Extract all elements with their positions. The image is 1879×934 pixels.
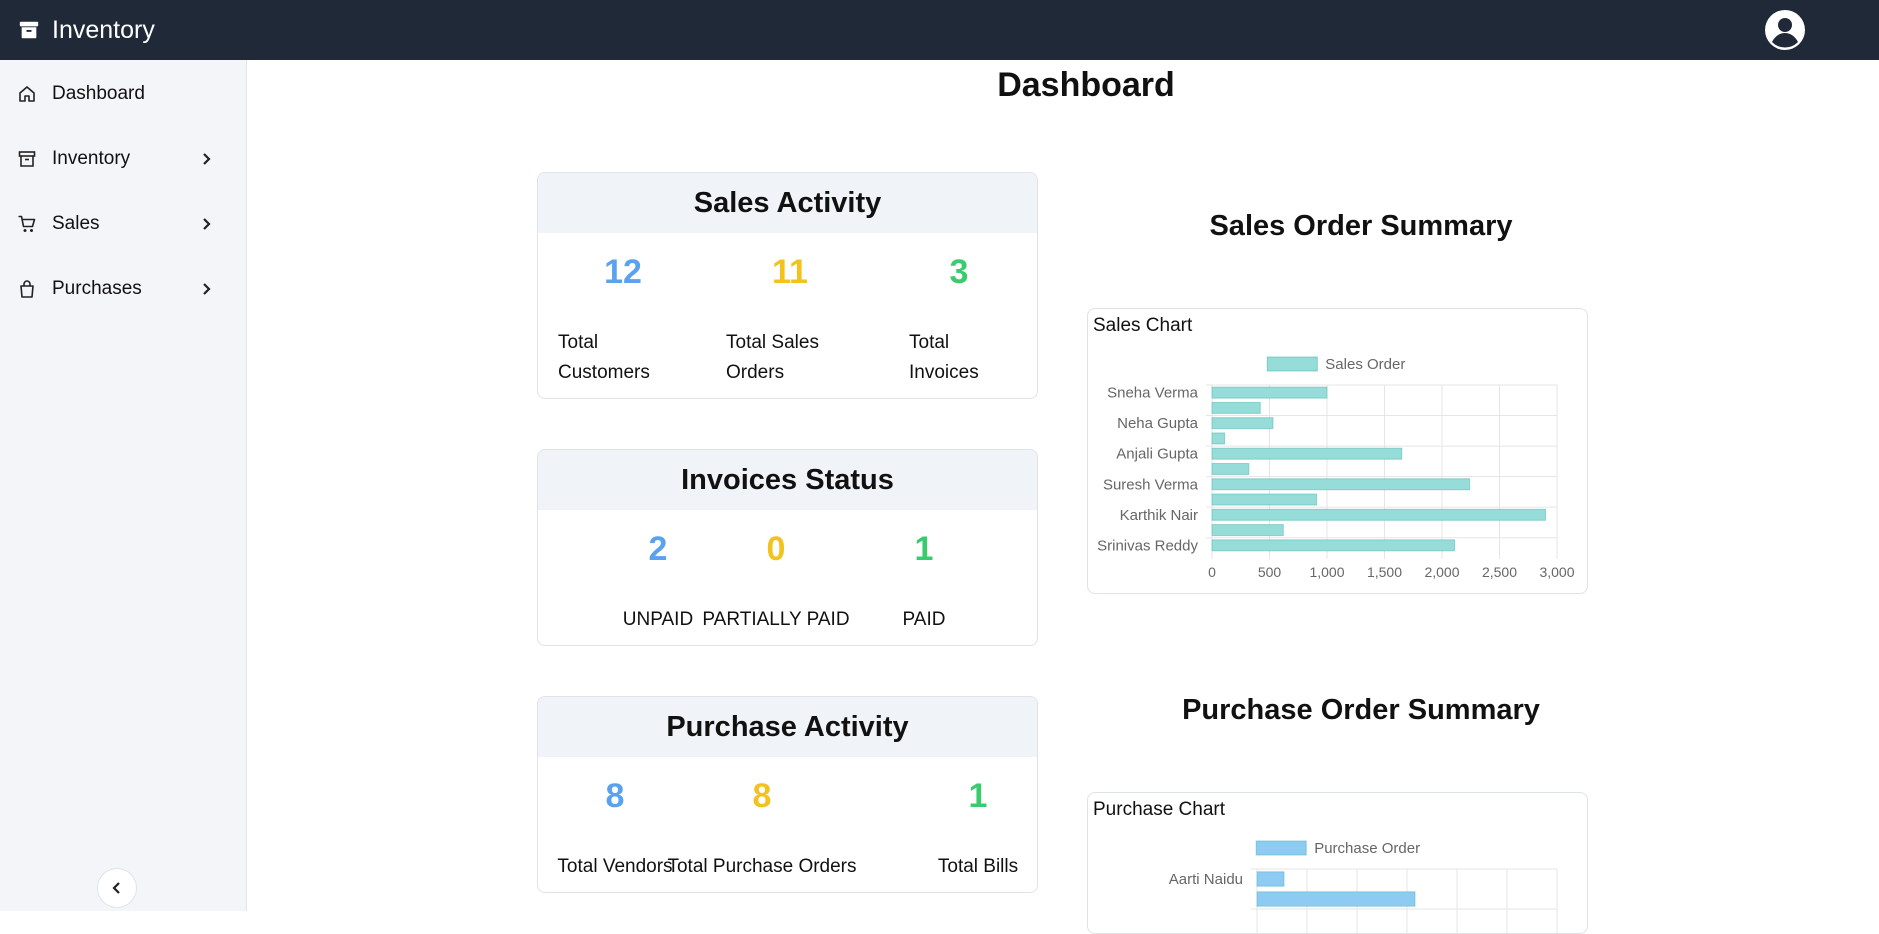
- y-tick-label: Sneha Verma: [1107, 385, 1199, 402]
- stat-value: 0: [766, 530, 786, 568]
- bar: [1211, 462, 1250, 475]
- y-tick-label: Karthik Nair: [1120, 507, 1198, 524]
- sales-chart-card: Sales Chart Sales Order 0 500 1,000 1,500 2,0…: [1087, 308, 1588, 594]
- bar: [1256, 871, 1285, 887]
- x-tick-label: 2,500: [1482, 564, 1517, 580]
- stat-value: 3: [949, 253, 969, 291]
- bag-icon: [20, 280, 34, 298]
- stat-value: 1: [914, 530, 934, 568]
- stat-label: Total Bills: [937, 856, 1019, 877]
- y-tick-label: Aarti Naidu: [1169, 871, 1243, 888]
- sidebar-item-inventory[interactable]: Inventory: [0, 134, 246, 184]
- chevron-right-icon: [203, 218, 211, 230]
- stat-total-customers: 12: [578, 253, 668, 292]
- stat-unpaid: 2: [618, 530, 698, 569]
- purchase-chart-card: Purchase Chart Purchase Order Aarti Naidu: [1087, 792, 1588, 934]
- stat-value: 8: [605, 777, 625, 815]
- stat-value: 8: [752, 777, 772, 815]
- y-tick-label: Neha Gupta: [1117, 415, 1199, 432]
- stat-label: Total Sales Orders: [726, 332, 819, 383]
- y-tick-label: Suresh Verma: [1103, 476, 1199, 493]
- sidebar-item-purchases[interactable]: Purchases: [0, 264, 246, 314]
- purchase-activity-card: Purchase Activity 8 Total Vendors 8 Tota…: [537, 696, 1038, 893]
- stat-total-invoices: 3: [914, 253, 1004, 292]
- x-tick-label: 500: [1258, 564, 1282, 580]
- bar: [1211, 493, 1318, 506]
- sales-summary-title: Sales Order Summary: [1209, 210, 1513, 242]
- x-tick-label: 0: [1208, 564, 1216, 580]
- app-title: Inventory: [52, 15, 155, 44]
- bar: [1211, 539, 1456, 552]
- top-bar: Inventory: [0, 0, 1879, 60]
- purchase-summary-title: Purchase Order Summary: [1182, 694, 1540, 726]
- legend-swatch: [1255, 840, 1307, 856]
- sidebar-item-sales[interactable]: Sales: [0, 199, 246, 249]
- legend-label: Sales Order: [1325, 356, 1405, 373]
- sidebar-item-label: Purchases: [52, 278, 142, 299]
- chevron-right-icon: [203, 153, 211, 165]
- legend-swatch: [1266, 356, 1318, 372]
- sidebar-item-label: Inventory: [52, 148, 131, 169]
- bar: [1211, 417, 1274, 430]
- sidebar-collapse-button[interactable]: [97, 868, 137, 908]
- archive-icon: [19, 21, 39, 39]
- stat-label: Total Customers: [558, 332, 650, 383]
- brand[interactable]: Inventory: [18, 0, 155, 60]
- stat-label: Total Vendors: [557, 856, 673, 877]
- user-avatar-icon[interactable]: [1764, 9, 1806, 51]
- stat-value: 2: [648, 530, 668, 568]
- page-title: Dashboard: [997, 66, 1175, 104]
- sales-activity-card: Sales Activity 12 Total Customers 11 Tot…: [537, 172, 1038, 399]
- sidebar-item-dashboard[interactable]: Dashboard: [0, 69, 246, 119]
- chart-label: Sales Chart: [1093, 315, 1193, 336]
- bar: [1211, 386, 1328, 399]
- bar: [1211, 432, 1226, 445]
- cart-icon: [18, 215, 36, 232]
- x-tick-label: 2,000: [1424, 564, 1459, 580]
- stat-total-bills: 1: [938, 777, 1018, 816]
- card-title: Purchase Activity: [538, 697, 1037, 757]
- stat-paid: 1: [884, 530, 964, 569]
- stat-total-purchase-orders: 8: [722, 777, 802, 816]
- chart-label: Purchase Chart: [1093, 799, 1226, 820]
- bar: [1211, 401, 1261, 414]
- home-icon: [19, 86, 35, 102]
- stat-total-vendors: 8: [575, 777, 655, 816]
- chevron-left-icon: [112, 882, 120, 894]
- sidebar-item-label: Sales: [52, 213, 100, 234]
- stat-total-sales-orders: 11: [745, 253, 835, 292]
- stat-value: 12: [604, 253, 642, 291]
- x-tick-label: 1,000: [1309, 564, 1344, 580]
- y-tick-label: Anjali Gupta: [1116, 446, 1198, 463]
- stat-value: 11: [772, 253, 808, 291]
- stat-label: Total Invoices: [909, 332, 979, 383]
- bar: [1211, 524, 1284, 537]
- x-tick-label: 3,000: [1539, 564, 1574, 580]
- bar: [1256, 891, 1416, 907]
- card-title: Invoices Status: [538, 450, 1037, 510]
- sidebar-item-label: Dashboard: [52, 83, 145, 104]
- bar: [1211, 478, 1471, 491]
- chevron-right-icon: [203, 283, 211, 295]
- y-tick-label: Srinivas Reddy: [1097, 537, 1198, 554]
- purchase-chart: Purchase Order Aarti Naidu: [1169, 840, 1558, 933]
- stat-label: UNPAID: [622, 609, 694, 630]
- stat-label: PARTIALLY PAID: [702, 609, 850, 630]
- archive-icon: [18, 151, 36, 167]
- bar: [1211, 508, 1546, 521]
- stat-label: PAID: [902, 609, 946, 630]
- x-tick-label: 1,500: [1367, 564, 1402, 580]
- sales-chart: Sales Order 0 500 1,000 1,500 2,000 2,500 3,000…: [1097, 356, 1575, 580]
- invoices-status-card: Invoices Status 2 UNPAID 0 PARTIALLY PAI…: [537, 449, 1038, 646]
- legend-label: Purchase Order: [1314, 840, 1420, 857]
- stat-partially-paid: 0: [736, 530, 816, 569]
- stat-value: 1: [968, 777, 988, 815]
- card-title: Sales Activity: [538, 173, 1037, 233]
- bar: [1211, 447, 1403, 460]
- sidebar: Dashboard Inventory Sales Purchases: [0, 60, 247, 911]
- stat-label: Total Purchase Orders: [667, 856, 857, 877]
